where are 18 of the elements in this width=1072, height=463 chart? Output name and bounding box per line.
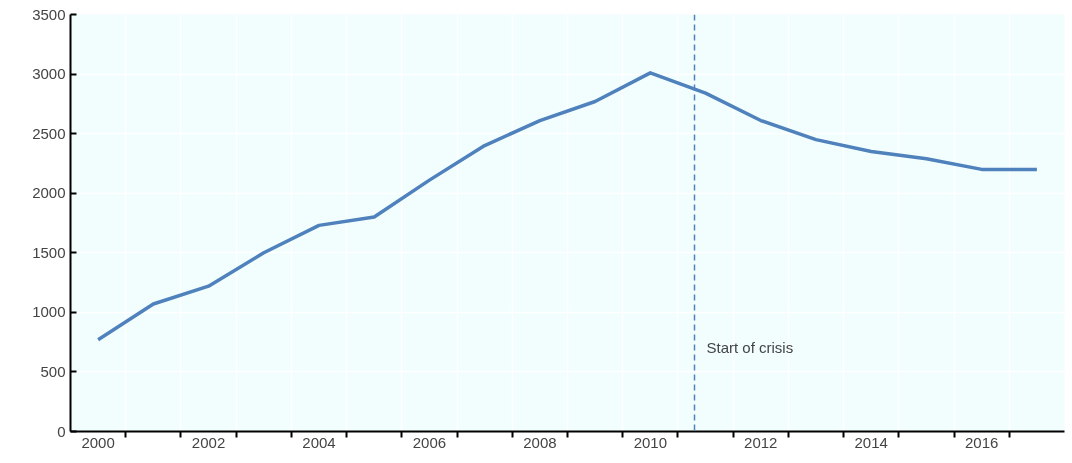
x-tick-label: 2006 bbox=[412, 433, 447, 451]
x-tick-label: 2004 bbox=[302, 433, 336, 451]
y-tick-label: 2500 bbox=[32, 124, 66, 142]
y-tick-label: 0 bbox=[57, 422, 66, 440]
y-tick-label: 3500 bbox=[32, 5, 66, 23]
y-tick-label: 1000 bbox=[32, 303, 66, 321]
x-tick-label: 2012 bbox=[744, 433, 778, 451]
ref-line-label: Start of crisis bbox=[706, 339, 794, 357]
x-tick-label: 2010 bbox=[633, 433, 668, 451]
y-tick-label: 500 bbox=[40, 362, 66, 380]
y-tick-label: 1500 bbox=[32, 243, 66, 261]
x-tick-label: 2016 bbox=[964, 433, 999, 451]
y-tick-label: 3000 bbox=[32, 65, 66, 83]
y-tick-label: 2000 bbox=[32, 184, 66, 202]
x-tick-label: 2000 bbox=[81, 433, 115, 451]
x-tick-label: 2002 bbox=[191, 433, 226, 451]
x-tick-label: 2008 bbox=[523, 433, 557, 451]
x-tick-label: 2014 bbox=[854, 433, 888, 451]
